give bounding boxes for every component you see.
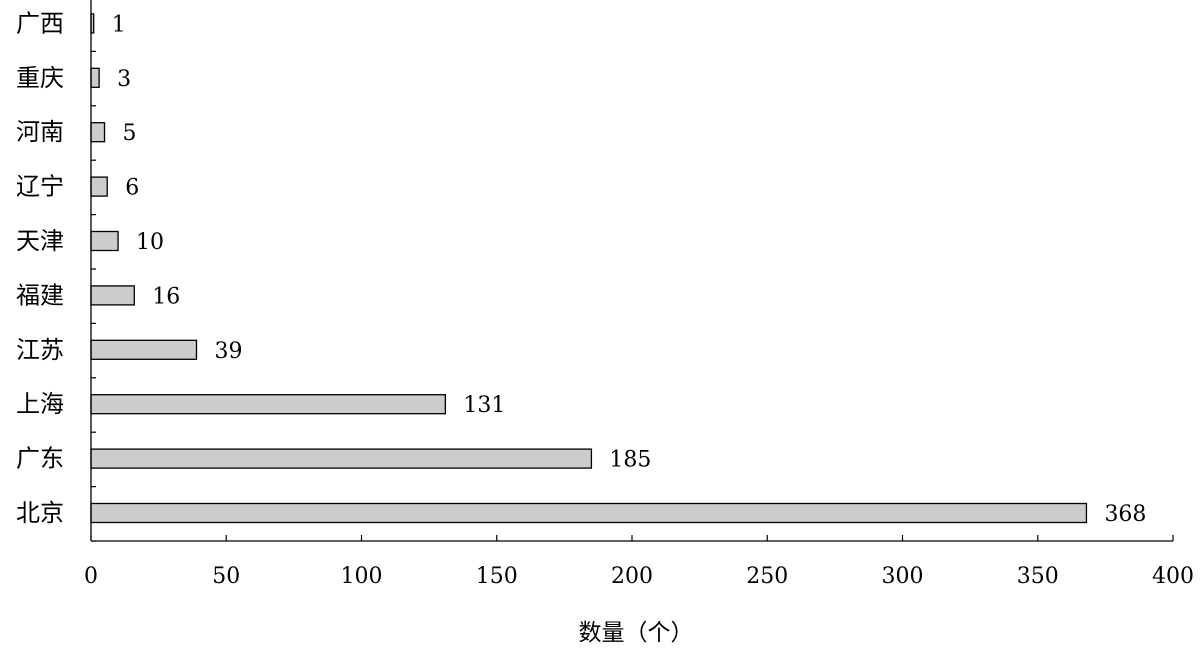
category-label: 河南 bbox=[16, 118, 64, 146]
x-tick-label: 50 bbox=[212, 564, 240, 589]
category-label: 上海 bbox=[16, 390, 64, 418]
x-tick-label: 0 bbox=[84, 564, 98, 589]
category-label: 北京 bbox=[16, 499, 64, 527]
bar bbox=[90, 122, 106, 143]
value-label: 1 bbox=[112, 12, 126, 37]
bar bbox=[90, 502, 1088, 524]
category-label: 广西 bbox=[16, 9, 64, 37]
category-label: 广东 bbox=[16, 445, 64, 473]
x-tick-label: 300 bbox=[882, 564, 924, 589]
category-label: 重庆 bbox=[16, 64, 64, 92]
value-label: 16 bbox=[152, 284, 180, 309]
x-tick-label: 250 bbox=[746, 564, 788, 589]
value-label: 10 bbox=[136, 230, 164, 255]
data-labels: 368 185 131 39 16 10 6 5 3 1 bbox=[112, 12, 1147, 527]
value-label: 185 bbox=[609, 448, 651, 473]
bar bbox=[90, 67, 100, 88]
x-tick-label: 150 bbox=[476, 564, 518, 589]
value-label: 131 bbox=[463, 393, 505, 418]
bar bbox=[90, 394, 447, 415]
bar bbox=[90, 230, 119, 252]
x-ticks: 0 50 100 150 200 250 300 350 400 bbox=[84, 50, 1194, 589]
bar bbox=[90, 285, 135, 306]
category-label: 辽宁 bbox=[16, 173, 64, 201]
bar bbox=[90, 448, 593, 469]
category-label: 江苏 bbox=[16, 336, 64, 364]
value-label: 5 bbox=[123, 121, 137, 146]
bar bbox=[90, 176, 108, 197]
x-axis-title: 数量（个） bbox=[579, 620, 694, 645]
value-label: 6 bbox=[125, 176, 139, 201]
category-label: 天津 bbox=[16, 227, 64, 255]
x-tick-label: 400 bbox=[1152, 564, 1194, 589]
value-label: 39 bbox=[214, 339, 242, 364]
value-label: 368 bbox=[1104, 502, 1146, 527]
y-category-labels: 北京 广东 上海 江苏 福建 天津 辽宁 河南 重庆 广西 bbox=[16, 9, 64, 527]
x-tick-label: 200 bbox=[611, 564, 653, 589]
x-tick-label: 350 bbox=[1017, 564, 1059, 589]
value-label: 3 bbox=[117, 67, 131, 92]
bar bbox=[90, 339, 198, 360]
x-tick-label: 100 bbox=[341, 564, 383, 589]
category-label: 福建 bbox=[16, 281, 64, 309]
bars-layer bbox=[90, 13, 1088, 524]
